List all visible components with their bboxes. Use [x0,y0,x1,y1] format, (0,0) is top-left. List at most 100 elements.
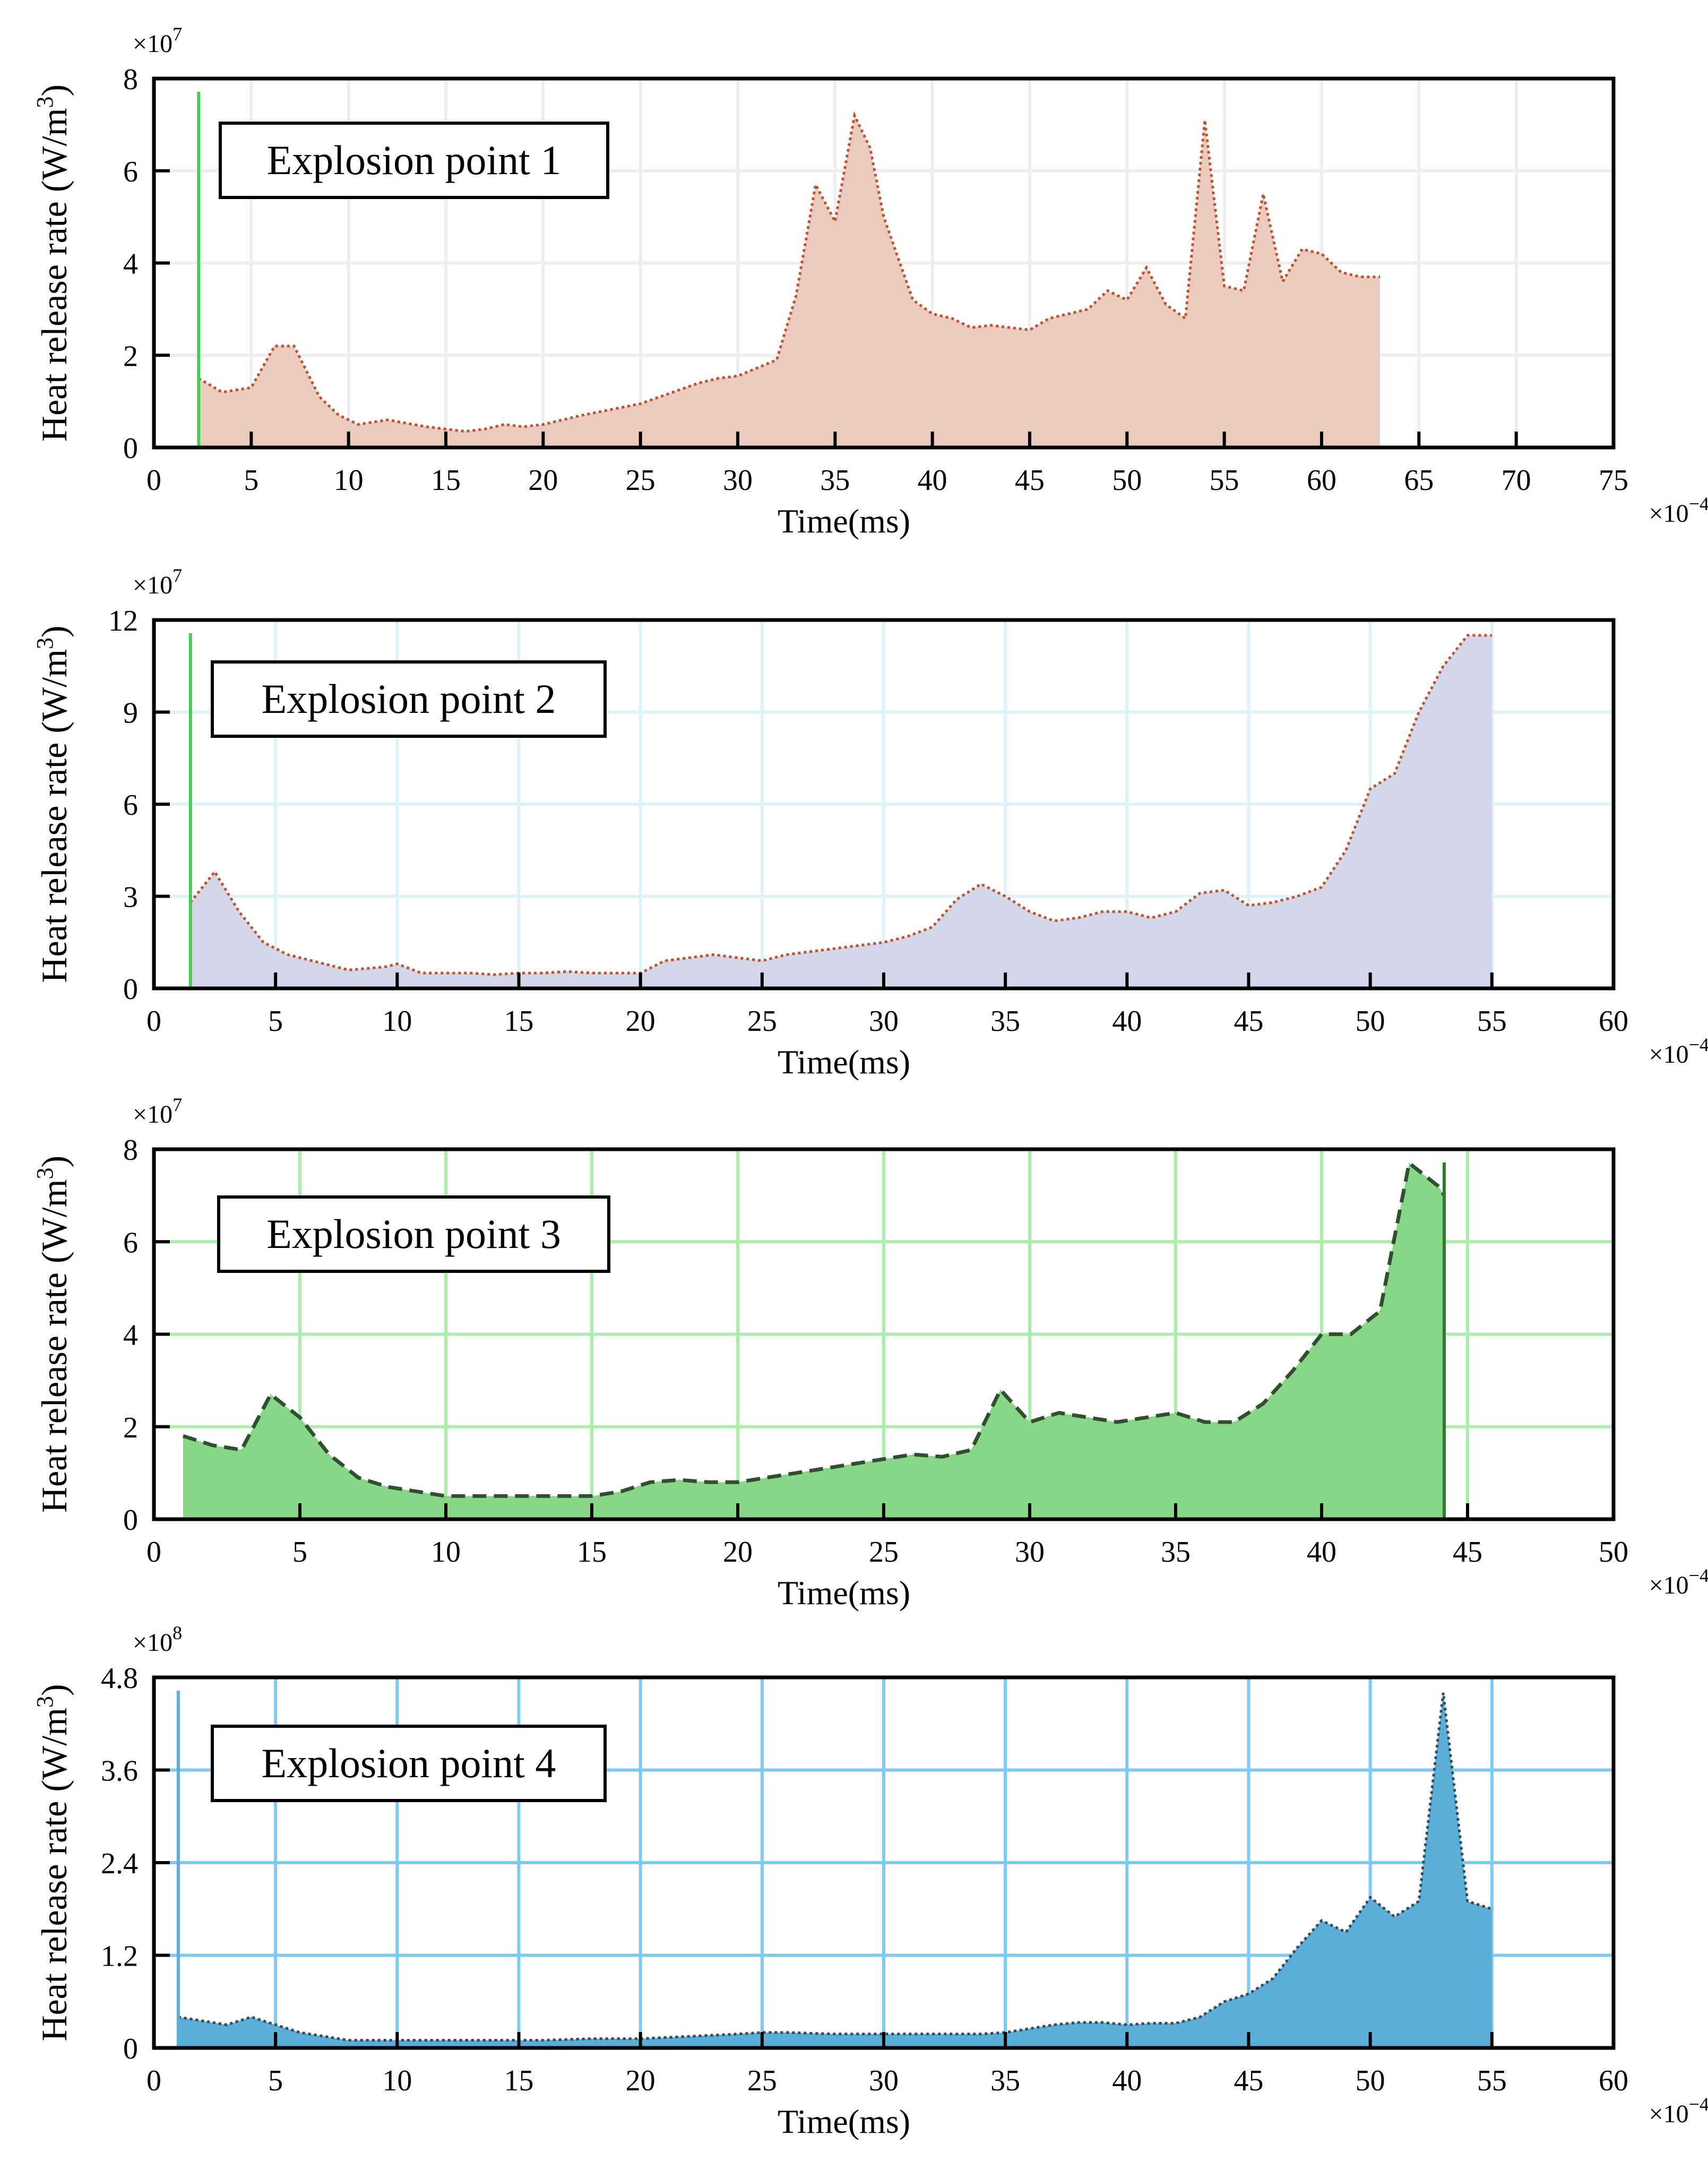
x-tick-label: 0 [146,464,161,497]
data-point [299,1417,300,1418]
y-multiplier-exp: 7 [172,1094,182,1115]
x-multiplier: ×10−4 [1649,493,1708,528]
x-tick-label: 10 [334,464,364,497]
x-multiplier: ×10−4 [1649,1565,1708,1599]
data-point [1321,886,1322,888]
x-tick-label: 30 [1015,1536,1045,1569]
x-tick-label: 15 [504,2064,534,2097]
x-tick-label: 45 [1234,1005,1264,1038]
x-tick-label: 5 [268,1005,283,1038]
y-tick-label: 12 [108,605,138,638]
x-multiplier-exp: −4 [1689,2094,1708,2115]
x-tick-label: 30 [869,2064,899,2097]
y-tick-label: 0 [123,432,138,465]
x-axis-label: Time(ms) [778,1043,910,1081]
x-tick-label: 10 [382,1005,412,1038]
legend-label: Explosion point 4 [262,1740,556,1786]
data-point [640,403,641,404]
x-tick-label: 45 [1234,2064,1264,2097]
y-axis-label: Heat release rate (W/m3) [32,1684,74,2041]
data-point [620,1491,622,1492]
x-tick-label: 20 [528,464,558,497]
x-tick-label: 60 [1307,464,1336,497]
x-tick-label: 0 [146,1005,161,1038]
chart-panel-2: 0 5 10 15 20 25 30 35 40 45 50 55 60 0 3 6 9 12 Time(ms) ×1… [32,565,1708,1081]
data-point [1068,313,1069,314]
data-point [713,954,714,955]
data-point [854,1463,855,1465]
x-tick-label: 5 [292,1536,307,1569]
y-axis-label: Heat release rate (W/m3) [32,625,74,983]
y-tick-label: 6 [123,1226,138,1259]
data-point [1297,895,1298,897]
y-axis-label-close: ) [34,1156,74,1168]
series-area [199,115,1380,447]
series-area [183,1163,1444,1519]
x-tick-label: 55 [1210,464,1239,497]
x-tick-label: 25 [747,2064,777,2097]
x-tick-label: 65 [1404,464,1434,497]
data-point [1005,895,1006,897]
y-tick-label: 0 [123,973,138,1006]
data-point [542,424,544,425]
series-area [190,635,1492,988]
y-tick-label: 2.4 [101,1847,138,1880]
series-line [189,634,1492,976]
x-tick-label: 15 [577,1536,607,1569]
data-point [1175,911,1176,912]
data-point [1394,1916,1395,1917]
x-tick-label: 50 [1356,1005,1385,1038]
y-tick-label: 8 [123,63,138,96]
data-point [854,115,855,116]
x-tick-label: 35 [990,2064,1020,2097]
y-tick-label: 3 [123,881,138,914]
data-point [1029,2028,1030,2029]
data-point [766,1477,767,1478]
x-multiplier-base: ×10 [1649,1040,1689,1069]
x-tick-label: 70 [1502,464,1531,497]
data-point [426,426,427,427]
data-point [1394,773,1395,774]
data-point [815,184,816,185]
x-tick-label: 55 [1477,2064,1507,2097]
y-tick-label: 2 [123,340,138,373]
series-line [182,1159,1446,1498]
x-tick-label: 25 [747,1005,777,1038]
data-point [299,2032,300,2033]
y-multiplier-exp: 7 [172,23,182,45]
x-tick-label: 20 [626,1005,655,1038]
y-axis-label: Heat release rate (W/m3) [32,84,74,442]
x-multiplier: ×10−4 [1649,2094,1708,2128]
x-axis-label: Time(ms) [778,2103,910,2140]
y-tick-label: 6 [123,789,138,822]
chart-panel-4: 0 5 10 15 20 25 30 35 40 45 50 55 60 0 1.2 2.4 3.6 4.8 Tim… [32,1622,1708,2140]
x-tick-label: 40 [1112,1005,1142,1038]
y-multiplier-base: ×10 [133,1100,172,1129]
y-axis-label-sup: 3 [32,97,58,108]
data-point [591,972,592,974]
data-point [251,387,252,388]
data-point [542,972,544,974]
series-area [178,1693,1492,2048]
data-point [396,963,398,965]
y-axis-label-close: ) [34,1684,74,1696]
y-axis-label-close: ) [34,625,74,638]
x-multiplier-exp: −4 [1689,1565,1708,1586]
x-tick-label: 40 [918,464,947,497]
x-multiplier-exp: −4 [1689,493,1708,514]
y-multiplier-base: ×10 [133,30,172,58]
legend-box [211,1725,607,1802]
y-multiplier-base: ×10 [133,571,172,599]
x-tick-label: 50 [1112,464,1142,497]
data-point [445,972,446,974]
data-point [1297,1947,1298,1948]
x-tick-label: 0 [146,1536,161,1569]
data-point [956,899,957,900]
x-multiplier-base: ×10 [1649,1571,1689,1599]
x-tick-label: 25 [869,1536,899,1569]
y-tick-label: 9 [123,697,138,730]
x-tick-label: 50 [1356,2064,1385,2097]
series-line [178,1692,1493,2042]
